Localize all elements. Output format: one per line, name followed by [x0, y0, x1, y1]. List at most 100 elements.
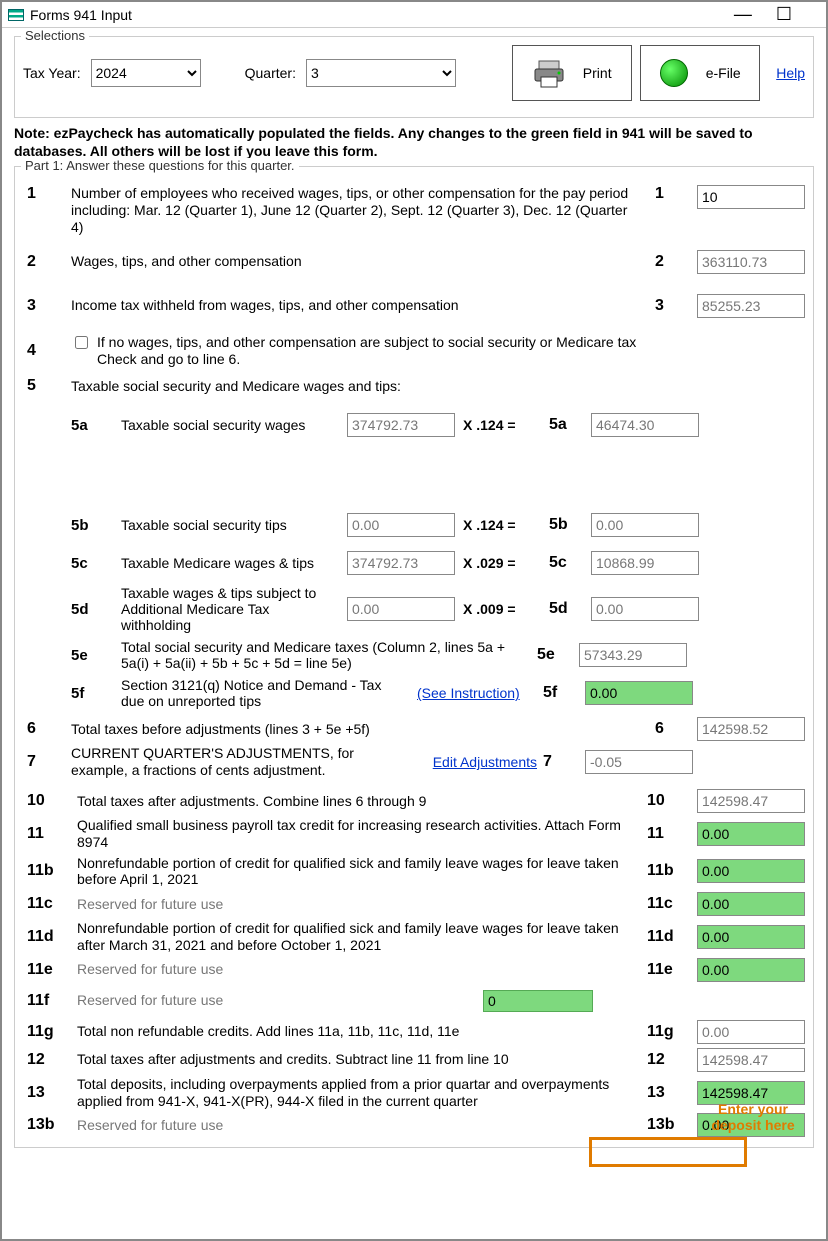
line2-rnum: 2: [655, 253, 691, 271]
line4-checkbox[interactable]: [75, 336, 88, 349]
line3-desc: Income tax withheld from wages, tips, an…: [71, 297, 649, 314]
line2-value[interactable]: [697, 250, 805, 274]
line5f-sub: 5f: [71, 685, 115, 702]
quarter-select[interactable]: 3: [306, 59, 456, 87]
line11c-desc: Reserved for future use: [77, 896, 641, 913]
line5c-v2[interactable]: [591, 551, 699, 575]
line7-rnum: 7: [543, 753, 579, 771]
line6-rnum: 6: [655, 720, 691, 738]
line13b-rnum: 13b: [647, 1116, 691, 1134]
minimize-button[interactable]: —: [734, 4, 752, 25]
line3-rnum: 3: [655, 297, 691, 315]
line11e-num: 11e: [21, 961, 71, 979]
line5c-mult: X .029 =: [463, 555, 543, 571]
line10-rnum: 10: [647, 792, 691, 810]
line7-num: 7: [21, 753, 65, 771]
line5c-rnum: 5c: [549, 554, 585, 572]
tax-year-label: Tax Year:: [23, 65, 81, 81]
line11c-num: 11c: [21, 895, 71, 913]
line11-rnum: 11: [647, 825, 691, 843]
line5a-rnum: 5a: [549, 416, 585, 434]
print-label: Print: [583, 65, 612, 81]
line11b-value[interactable]: [697, 859, 805, 883]
line1-rnum: 1: [655, 185, 691, 203]
deposit-highlight-box: [589, 1137, 747, 1167]
line1-value[interactable]: [697, 185, 805, 209]
line11b-desc: Nonrefundable portion of credit for qual…: [77, 855, 641, 889]
line11f-desc: Reserved for future use: [77, 992, 477, 1009]
efile-button[interactable]: e-File: [640, 45, 760, 101]
line11-desc: Qualified small business payroll tax cre…: [77, 817, 641, 851]
line13-rnum: 13: [647, 1084, 691, 1102]
line12-rnum: 12: [647, 1051, 691, 1069]
line3-value[interactable]: [697, 294, 805, 318]
line5-desc: Taxable social security and Medicare wag…: [71, 378, 649, 395]
line13b-desc: Reserved for future use: [77, 1117, 641, 1134]
app-icon: [8, 9, 24, 21]
tax-year-select[interactable]: 2024: [91, 59, 201, 87]
selections-legend: Selections: [21, 28, 89, 43]
line6-num: 6: [21, 720, 65, 738]
line6-value[interactable]: [697, 717, 805, 741]
line7-desc: CURRENT QUARTER'S ADJUSTMENTS, for examp…: [71, 745, 401, 779]
line4-num: 4: [21, 342, 65, 360]
line13-num: 13: [21, 1084, 71, 1102]
line11e-rnum: 11e: [647, 961, 691, 979]
line5e-value[interactable]: [579, 643, 687, 667]
line12-num: 12: [21, 1051, 71, 1069]
line5f-link[interactable]: (See Instruction): [417, 685, 537, 701]
line11g-rnum: 11g: [647, 1023, 691, 1041]
line5d-v2[interactable]: [591, 597, 699, 621]
line11d-num: 11d: [21, 928, 71, 946]
line11c-rnum: 11c: [647, 895, 691, 913]
line10-value[interactable]: [697, 789, 805, 813]
line5c-desc: Taxable Medicare wages & tips: [121, 555, 341, 571]
line5c-sub: 5c: [71, 555, 115, 572]
globe-icon: [660, 59, 688, 87]
line7-value[interactable]: [585, 750, 693, 774]
line5a-v1[interactable]: [347, 413, 455, 437]
selections-group: Selections Tax Year: 2024 Quarter: 3: [14, 36, 814, 118]
line5c-v1[interactable]: [347, 551, 455, 575]
line2-desc: Wages, tips, and other compensation: [71, 253, 649, 270]
line12-value[interactable]: [697, 1048, 805, 1072]
line5b-v1[interactable]: [347, 513, 455, 537]
note-text: Note: ezPaycheck has automatically popul…: [14, 124, 814, 160]
line5a-v2[interactable]: [591, 413, 699, 437]
deposit-annotation: Enter your deposit here: [703, 1102, 803, 1133]
line11-num: 11: [21, 825, 71, 843]
line11e-value[interactable]: [697, 958, 805, 982]
line5d-v1[interactable]: [347, 597, 455, 621]
line11-value[interactable]: [697, 822, 805, 846]
line5d-mult: X .009 =: [463, 601, 543, 617]
help-link[interactable]: Help: [776, 65, 805, 81]
line5a-desc: Taxable social security wages: [121, 417, 341, 433]
printer-icon: [533, 57, 565, 89]
line5b-v2[interactable]: [591, 513, 699, 537]
line2-num: 2: [21, 253, 65, 271]
line10-num: 10: [21, 792, 71, 810]
line5f-desc: Section 3121(q) Notice and Demand - Tax …: [121, 677, 411, 709]
line5b-desc: Taxable social security tips: [121, 517, 341, 533]
print-button[interactable]: Print: [512, 45, 632, 101]
line11b-num: 11b: [21, 862, 71, 880]
line5d-rnum: 5d: [549, 600, 585, 618]
titlebar: Forms 941 Input — ☐: [2, 2, 826, 28]
quarter-label: Quarter:: [245, 65, 296, 81]
line5f-value[interactable]: [585, 681, 693, 705]
line5b-rnum: 5b: [549, 516, 585, 534]
line11e-desc: Reserved for future use: [77, 961, 641, 978]
line11g-num: 11g: [21, 1023, 71, 1041]
line7-link[interactable]: Edit Adjustments: [407, 754, 537, 770]
line11g-value[interactable]: [697, 1020, 805, 1044]
maximize-button[interactable]: ☐: [776, 4, 792, 25]
line5-num: 5: [21, 377, 65, 395]
line11f-value[interactable]: 0: [483, 990, 593, 1012]
line4-desc: If no wages, tips, and other compensatio…: [97, 334, 649, 368]
line5b-sub: 5b: [71, 517, 115, 534]
line5e-sub: 5e: [71, 647, 115, 664]
line5d-desc: Taxable wages & tips subject to Addition…: [121, 585, 341, 633]
line11c-value[interactable]: [697, 892, 805, 916]
line11d-value[interactable]: [697, 925, 805, 949]
efile-label: e-File: [706, 65, 741, 81]
